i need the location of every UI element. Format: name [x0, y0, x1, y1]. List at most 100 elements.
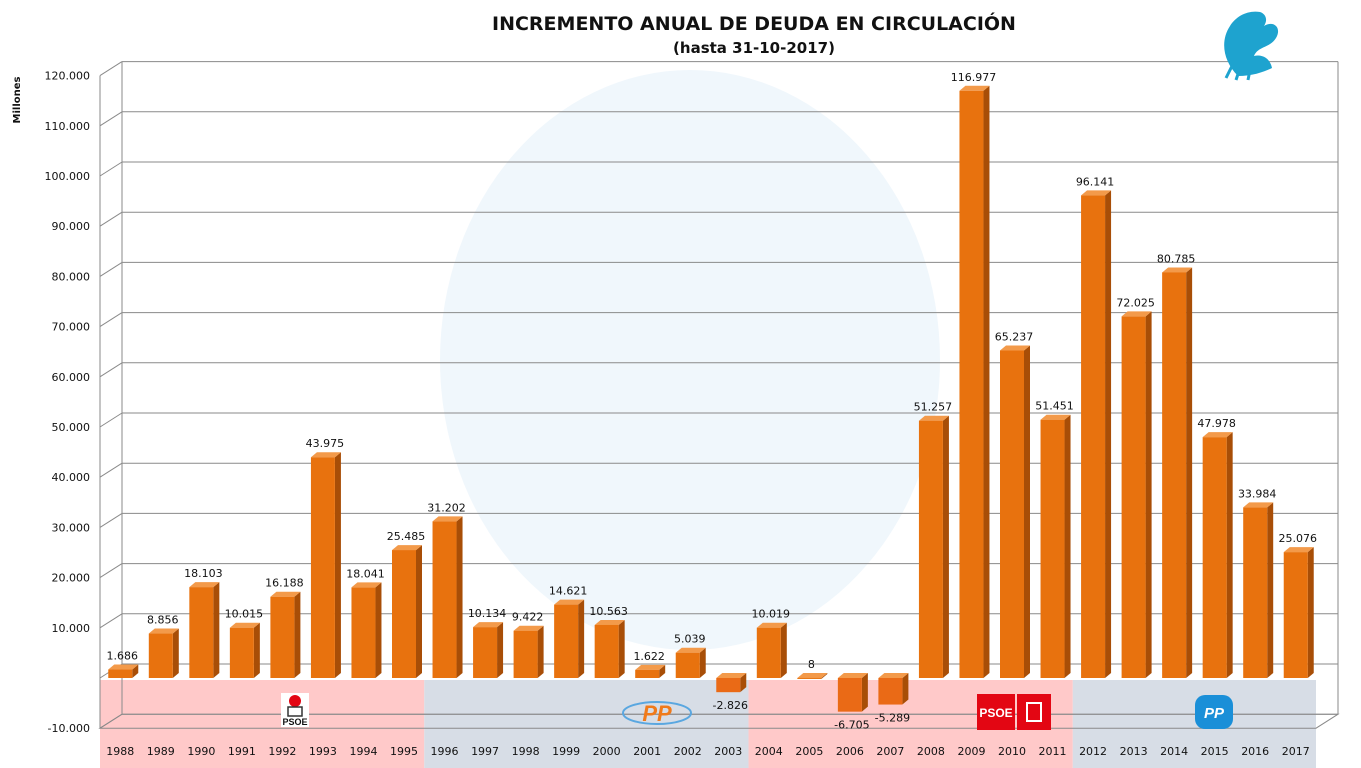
x-tick-label: 1999: [552, 745, 580, 758]
bar-1996: [432, 516, 463, 678]
bar-2012: [1081, 190, 1112, 678]
gridline: [99, 111, 1338, 127]
x-tick-label: 1988: [106, 745, 134, 758]
y-tick-label: -10.000: [48, 722, 90, 735]
pp-logo-2-text: PP: [1204, 705, 1225, 722]
bars: [108, 85, 1314, 712]
data-label: 96.141: [1076, 175, 1115, 188]
period-band-3: [1072, 680, 1316, 768]
bar-2001: [635, 664, 666, 678]
pp-logo-icon: PP: [622, 701, 692, 726]
data-label: 51.257: [914, 401, 953, 414]
bar-1994: [351, 582, 382, 678]
pp-logo-2-icon: PP: [1195, 695, 1233, 729]
x-tick-label: 2000: [593, 745, 621, 758]
gridline: [99, 261, 1338, 277]
x-tick-label: 1998: [512, 745, 540, 758]
y-tick-label: 90.000: [52, 220, 91, 233]
data-label: 25.485: [387, 530, 426, 543]
data-label: 10.015: [225, 608, 264, 621]
x-tick-label: 1997: [471, 745, 499, 758]
x-tick-label: 2006: [836, 745, 864, 758]
data-label: 10.019: [752, 608, 791, 621]
y-tick-label: 100.000: [45, 170, 91, 183]
gridline: [99, 211, 1338, 227]
bar-2015: [1202, 432, 1233, 678]
bar-2003: [716, 673, 747, 693]
data-label: 8.856: [147, 614, 179, 627]
data-label: 10.134: [468, 607, 507, 620]
period-band-1: [424, 680, 749, 768]
y-tick-label: 70.000: [52, 321, 91, 334]
data-label: 18.041: [346, 567, 385, 580]
chart-title: INCREMENTO ANUAL DE DEUDA EN CIRCULACIÓN: [492, 11, 1016, 35]
data-label: -2.826: [713, 699, 748, 712]
x-tick-label: 1996: [431, 745, 459, 758]
psoe-logo-2-icon: PSOE: [977, 694, 1051, 730]
x-tick-label: 2011: [1039, 745, 1067, 758]
x-tick-label: 2013: [1120, 745, 1148, 758]
y-tick-label: 50.000: [52, 421, 91, 434]
x-tick-label: 2017: [1282, 745, 1310, 758]
x-tick-label: 2012: [1079, 745, 1107, 758]
x-tick-label: 2016: [1241, 745, 1269, 758]
y-axis-label: Millones: [12, 76, 23, 123]
data-label: 47.978: [1197, 417, 1236, 430]
gridline: [99, 61, 1338, 77]
data-label: 1.622: [633, 650, 665, 663]
data-label: -6.705: [834, 719, 869, 732]
bar-1988: [108, 664, 139, 678]
data-label: 116.977: [951, 71, 997, 84]
data-label: 33.984: [1238, 487, 1277, 500]
bar-2005: [797, 672, 828, 679]
bar-2011: [1040, 414, 1071, 678]
x-axis: 1988 1989 1990 1991 1992 1993 1994 1995 1996 1997…: [106, 745, 1309, 758]
bar-1993: [310, 452, 341, 678]
x-tick-label: 2003: [714, 745, 742, 758]
x-tick-label: 1991: [228, 745, 256, 758]
data-label: 14.621: [549, 585, 588, 598]
x-tick-label: 1995: [390, 745, 418, 758]
data-label: 80.785: [1157, 252, 1196, 265]
data-label: 10.563: [589, 605, 628, 618]
psoe-logo-icon: PSOE: [281, 693, 309, 727]
bar-2008: [918, 415, 949, 678]
pp-logo-text: PP: [642, 701, 672, 726]
bar-1990: [189, 582, 220, 678]
data-label: 5.039: [674, 633, 706, 646]
x-tick-label: 2009: [957, 745, 985, 758]
bar-2017: [1283, 547, 1314, 678]
data-label: 9.422: [512, 611, 544, 624]
x-tick-label: 1990: [187, 745, 215, 758]
bar-2016: [1243, 502, 1274, 678]
bar-2002: [675, 647, 706, 678]
x-tick-label: 1993: [309, 745, 337, 758]
y-tick-label: 120.000: [45, 70, 91, 83]
psoe-logo-text: PSOE: [282, 717, 307, 727]
data-label: 43.975: [306, 437, 345, 450]
x-tick-label: 2014: [1160, 745, 1188, 758]
data-label: 8: [808, 658, 815, 671]
y-tick-label: 10.000: [52, 622, 91, 635]
bar-2004: [756, 622, 787, 678]
y-tick-label: 20.000: [52, 572, 91, 585]
bar-2014: [1162, 267, 1193, 678]
gridline: [99, 161, 1338, 177]
bar-1992: [270, 591, 301, 678]
data-label: 1.686: [107, 650, 139, 663]
bar-2006: [837, 673, 868, 712]
bar-2010: [1000, 345, 1030, 678]
bar-1998: [513, 625, 544, 678]
data-labels: 1.686 8.856 18.103 10.015 16.188 43.975 18.041…: [107, 71, 1317, 732]
chart-subtitle: (hasta 31-10-2017): [673, 39, 835, 57]
x-tick-label: 1992: [268, 745, 296, 758]
data-label: 51.451: [1035, 400, 1074, 413]
bar-2013: [1121, 311, 1152, 678]
x-tick-label: 2004: [755, 745, 783, 758]
watermark: [440, 70, 940, 650]
x-tick-label: 2010: [998, 745, 1026, 758]
y-axis: -10.000 10.000 20.000 30.000 40.000 50.000 60.…: [45, 70, 91, 736]
x-tick-label: 2005: [795, 745, 823, 758]
x-tick-label: 2002: [674, 745, 702, 758]
